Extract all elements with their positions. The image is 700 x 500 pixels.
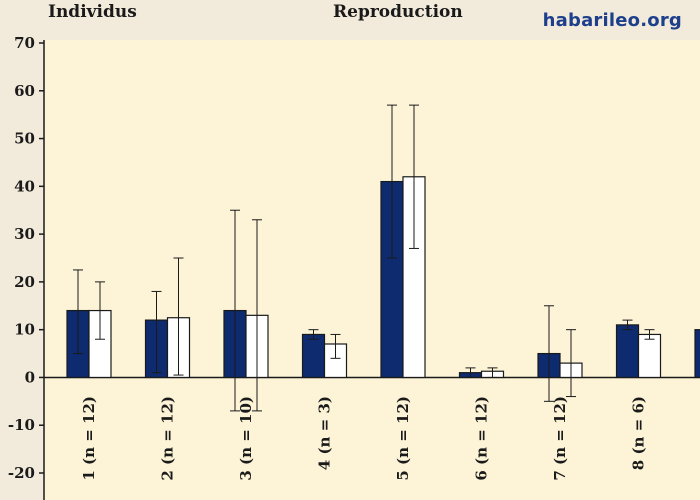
category-label-8: 8 (n = 6)	[630, 396, 648, 470]
watermark-logo: habarileo.org	[542, 10, 682, 31]
category-label-3: 3 (n = 10)	[237, 396, 255, 481]
category-label-4: 4 (n = 3)	[316, 396, 334, 470]
bar-dark-9	[694, 329, 700, 379]
category-label-7: 7 (n = 12)	[551, 396, 569, 481]
y-tick-label: 70	[14, 34, 35, 52]
y-tick-label: 10	[14, 321, 35, 339]
y-axis: 70 60 50 40 30 20 10 0 -10 -20	[8, 34, 45, 500]
category-label-5: 5 (n = 12)	[394, 396, 412, 481]
column-header-individus: Individus	[48, 2, 137, 22]
y-tick-label: 40	[14, 177, 35, 195]
bar-dark-4	[301, 333, 326, 379]
y-tick-label: 50	[14, 130, 35, 148]
y-tick-label: -20	[8, 464, 35, 482]
y-tick-label: 20	[14, 273, 35, 291]
category-labels: 1 (n = 12) 2 (n = 12) 3 (n = 10) 4 (n = 3) 5…	[80, 396, 648, 481]
category-label-6: 6 (n = 12)	[473, 396, 491, 481]
y-tick-label: 0	[25, 368, 35, 386]
error-bars	[73, 104, 655, 412]
category-label-1: 1 (n = 12)	[80, 396, 98, 481]
y-tick-label: 30	[14, 225, 35, 243]
bars	[66, 176, 700, 379]
y-tick-label: 60	[14, 82, 35, 100]
bar-light-8	[637, 333, 662, 379]
column-header-reproduction: Reproduction	[333, 2, 463, 22]
category-label-2: 2 (n = 12)	[159, 396, 177, 481]
y-tick-label: -10	[8, 416, 35, 434]
plot-area	[44, 40, 700, 500]
bar-dark-8	[615, 324, 640, 379]
